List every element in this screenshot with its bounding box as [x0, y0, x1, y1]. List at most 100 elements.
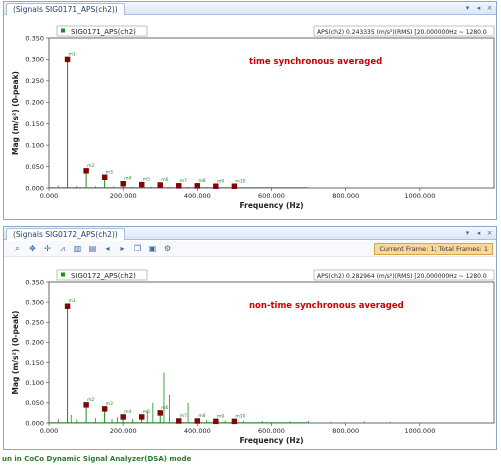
- peak-marker[interactable]: [231, 183, 238, 189]
- legend-box: [56, 25, 148, 37]
- x-tick-label: 0.000: [40, 427, 59, 435]
- peak-marker[interactable]: [139, 181, 145, 188]
- bar-chart-icon[interactable]: ▥: [73, 244, 82, 253]
- close-icon[interactable]: ×: [486, 229, 493, 237]
- peak-marker[interactable]: [83, 168, 89, 174]
- peak-marker[interactable]: [101, 406, 108, 412]
- peak-icon[interactable]: ⩘: [60, 244, 65, 253]
- marker-label: m7: [180, 178, 187, 184]
- y-tick-label: 0.050: [25, 399, 44, 407]
- chart-annotation: non-time synchronous averaged: [249, 301, 404, 311]
- y-tick-label: 0.100: [25, 141, 44, 149]
- peak-marker[interactable]: [213, 183, 219, 189]
- panel-tab[interactable]: (Signals SIG0171_APS(ch2)): [6, 3, 125, 15]
- peak-marker[interactable]: [83, 402, 89, 408]
- legend: SIG0172_APS(ch2): [56, 269, 148, 281]
- x-tick-label: 600.000: [258, 192, 285, 200]
- peak-marker[interactable]: [101, 174, 108, 180]
- marker-label: m1: [69, 298, 76, 304]
- pan-icon[interactable]: ✥: [29, 244, 36, 253]
- export-icon[interactable]: ▣: [148, 244, 157, 253]
- marker-label: m4: [124, 176, 131, 182]
- marker-label: m8: [198, 178, 205, 184]
- panel-tab[interactable]: (Signals SIG0172_APS(ch2)): [6, 228, 125, 240]
- chart-svg[interactable]: SIG0171_APS(ch2) APS(ch2) 0.243335 (m/s²)…: [4, 16, 496, 220]
- readout: APS(ch2) 0.243335 (m/s²)(RMS) [20.000000…: [313, 25, 495, 37]
- marker-label: m10: [235, 178, 245, 184]
- peak-marker[interactable]: [194, 418, 201, 424]
- x-tick-label: 600.000: [258, 427, 285, 435]
- copy-icon[interactable]: ❐: [133, 244, 142, 253]
- peak-marker[interactable]: [120, 414, 126, 420]
- y-tick-label: 0.000: [25, 419, 44, 427]
- peak-marker[interactable]: [157, 410, 163, 416]
- plot-area[interactable]: [48, 37, 495, 189]
- readout-box: [313, 25, 495, 37]
- bar-chart-2-icon[interactable]: ▤: [88, 244, 97, 253]
- legend-swatch: [61, 28, 65, 33]
- spectrum-chart-bottom[interactable]: SIG0172_APS(ch2) APS(ch2) 0.282964 (m/s²)…: [4, 258, 496, 450]
- readout-box: [313, 269, 495, 281]
- magnifier-icon[interactable]: ⌕: [15, 244, 20, 253]
- marker-label: m8: [198, 413, 205, 419]
- prev-frame-icon[interactable]: ◂: [105, 244, 110, 253]
- spectrum-panel-top: (Signals SIG0171_APS(ch2)) ▾ ◂ × SIG0171…: [3, 1, 497, 220]
- close-icon[interactable]: ×: [486, 4, 493, 12]
- status-bar: un in CoCo Dynamic Signal Analyzer(DSA) …: [0, 453, 501, 466]
- frame-badge: Current Frame: 1; Total Frames: 1: [374, 243, 493, 255]
- marker-label: m10: [235, 413, 245, 419]
- spectrum-panel-bottom: (Signals SIG0172_APS(ch2)) ▾ ◂ × ⌕ ✥ ✢ ⩘…: [3, 226, 497, 450]
- peak-marker[interactable]: [176, 183, 182, 189]
- x-tick-label: 0.000: [40, 192, 59, 200]
- next-frame-icon[interactable]: ▸: [120, 244, 125, 253]
- peak-marker[interactable]: [194, 183, 201, 189]
- readout-text: APS(ch2) 0.282964 (m/s²)(RMS) [20.000000…: [317, 273, 487, 280]
- y-tick-label: 0.100: [25, 379, 44, 387]
- chart-toolbar: ⌕ ✥ ✢ ⩘ ▥ ▤ ◂ ▸ ❐ ▣ ⚙ Current Frame: 1; …: [4, 241, 496, 257]
- x-tick-label: 200.000: [110, 427, 137, 435]
- peak-marker[interactable]: [176, 418, 182, 424]
- marker-label: m5: [143, 409, 150, 415]
- marker-label: m5: [143, 177, 150, 183]
- y-tick-label: 0.150: [25, 120, 44, 128]
- marker-label: m7: [180, 413, 187, 419]
- pin-icon[interactable]: ◂: [476, 4, 481, 12]
- peak-marker[interactable]: [231, 418, 238, 425]
- y-tick-label: 0.150: [25, 359, 44, 367]
- pin-icon[interactable]: ◂: [476, 229, 481, 237]
- peak-marker[interactable]: [120, 181, 126, 187]
- dropdown-icon[interactable]: ▾: [465, 4, 470, 12]
- settings-icon[interactable]: ⚙: [163, 244, 172, 253]
- marker-label: m6: [161, 405, 168, 411]
- y-tick-label: 0.350: [25, 278, 44, 286]
- y-tick-label: 0.300: [25, 56, 44, 64]
- panel-titlebar: (Signals SIG0172_APS(ch2)) ▾ ◂ ×: [4, 227, 496, 240]
- spectrum-chart-top[interactable]: SIG0171_APS(ch2) APS(ch2) 0.243335 (m/s²)…: [4, 16, 496, 220]
- x-tick-label: 800.000: [332, 192, 359, 200]
- panel-titlebar: (Signals SIG0171_APS(ch2)) ▾ ◂ ×: [4, 2, 496, 15]
- x-tick-label: 800.000: [332, 427, 359, 435]
- marker-label: m4: [124, 409, 131, 415]
- peak-marker[interactable]: [64, 303, 71, 309]
- x-axis-label: Frequency (Hz): [239, 436, 303, 445]
- x-tick-label: 1000.000: [404, 192, 435, 200]
- y-tick-label: 0.250: [25, 319, 44, 327]
- chart-annotation: time synchronous averaged: [249, 57, 382, 67]
- panel-controls: ▾ ◂ ×: [464, 228, 493, 239]
- plot-area[interactable]: [48, 281, 495, 424]
- readout: APS(ch2) 0.282964 (m/s²)(RMS) [20.000000…: [313, 269, 495, 281]
- legend-swatch: [61, 272, 65, 277]
- dropdown-icon[interactable]: ▾: [465, 229, 470, 237]
- peak-marker[interactable]: [64, 56, 71, 63]
- y-axis-label: Mag (m/s²) (0-peak): [11, 311, 20, 395]
- marker-label: m3: [106, 401, 113, 407]
- peak-marker[interactable]: [139, 414, 145, 420]
- x-tick-label: 1000.000: [404, 427, 435, 435]
- panel-controls: ▾ ◂ ×: [464, 3, 493, 14]
- marker-label: m6: [161, 177, 168, 183]
- peak-marker[interactable]: [157, 182, 163, 188]
- peak-marker[interactable]: [213, 418, 219, 425]
- chart-svg[interactable]: SIG0172_APS(ch2) APS(ch2) 0.282964 (m/s²)…: [4, 258, 496, 450]
- cursor-icon[interactable]: ✢: [44, 244, 51, 253]
- y-tick-label: 0.200: [25, 339, 44, 347]
